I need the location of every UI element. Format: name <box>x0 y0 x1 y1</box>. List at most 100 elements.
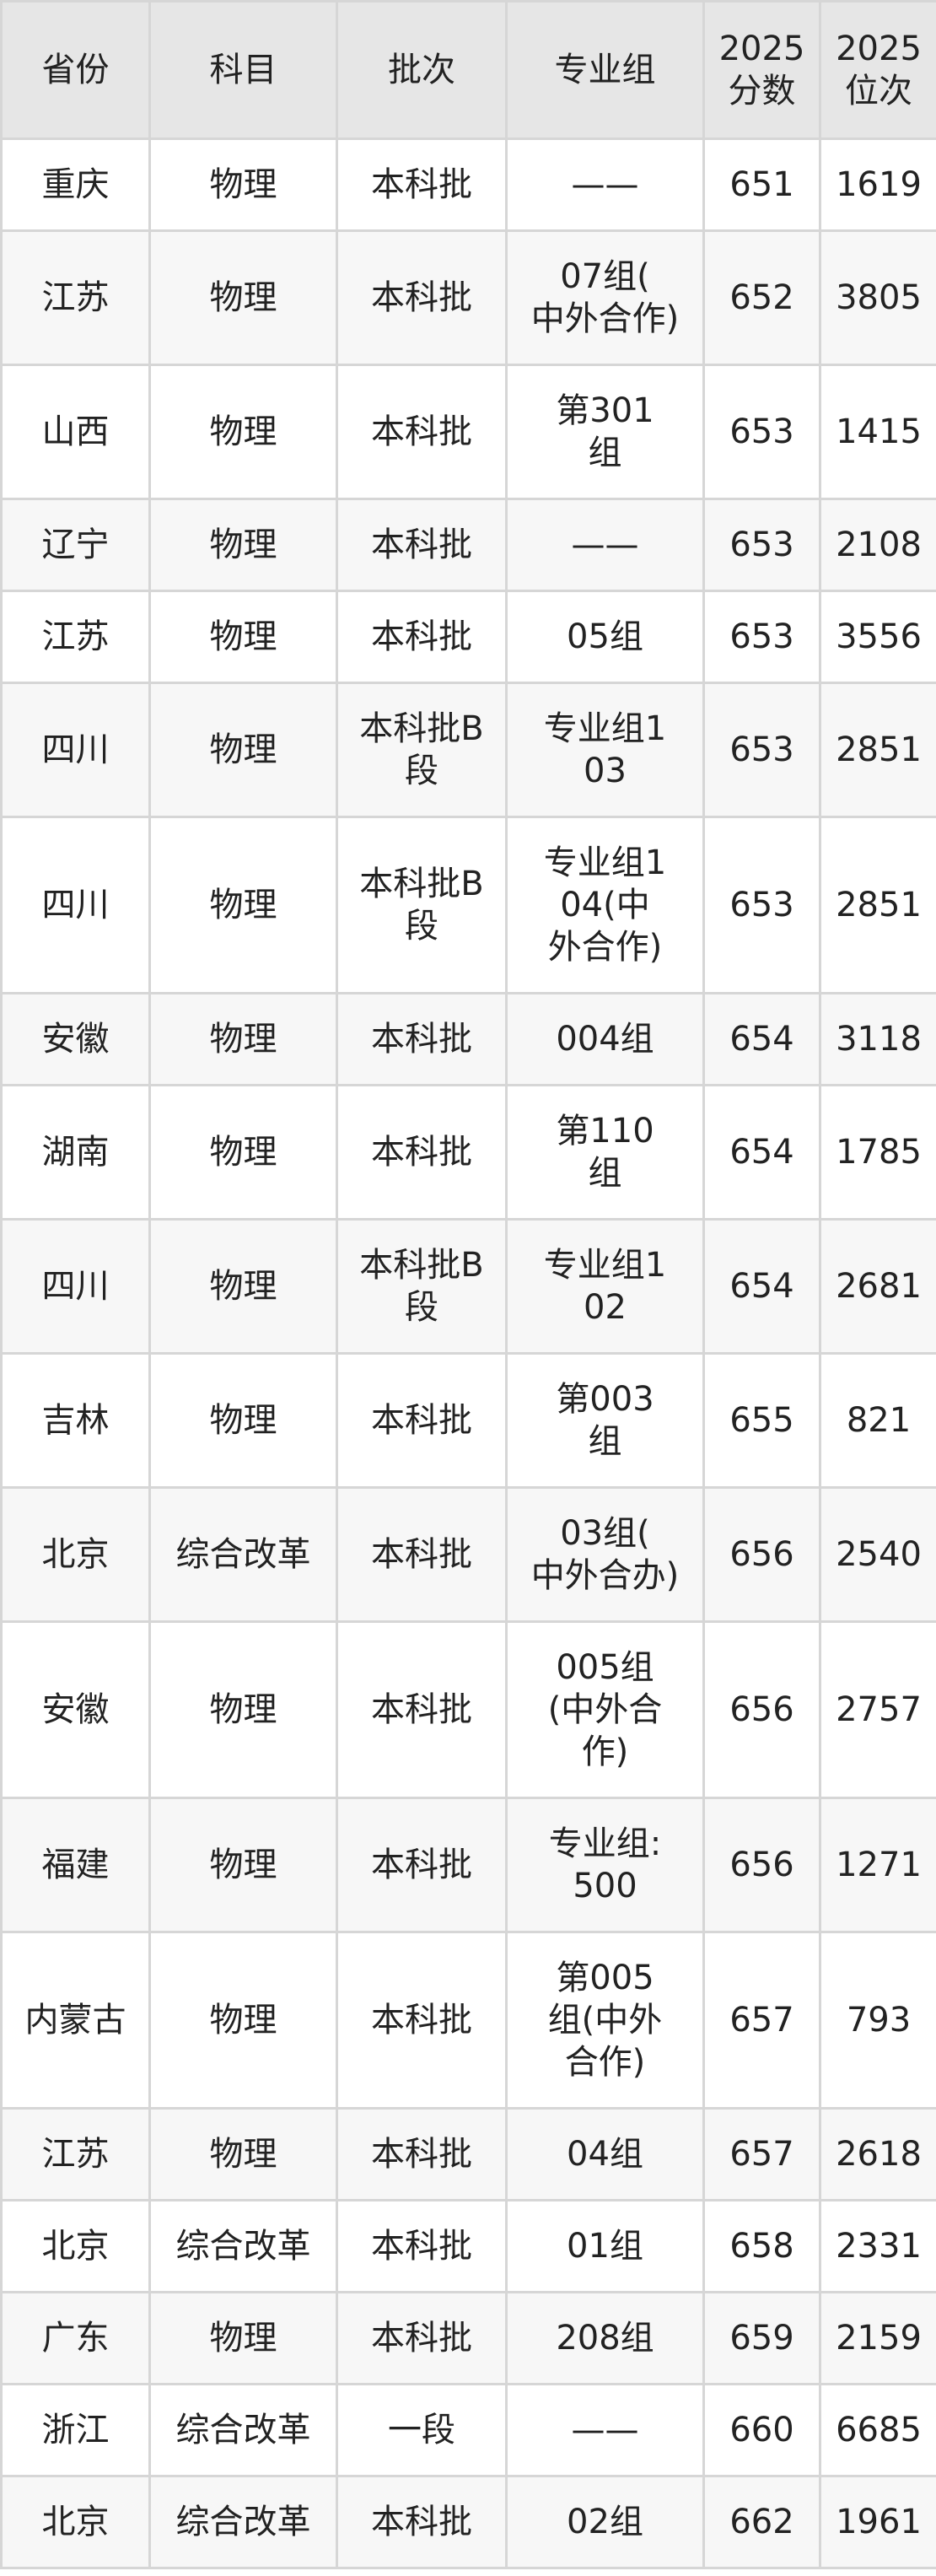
cell-rank: 2540 <box>819 1486 936 1623</box>
cell-rank: 2331 <box>819 2199 936 2293</box>
cell-province: 安徽 <box>0 992 151 1086</box>
cell-rank: 2108 <box>819 498 936 592</box>
header-province: 省份 <box>0 0 151 140</box>
table-row: 北京 综合改革 本科批 02组 662 1961 <box>0 2475 936 2569</box>
cell-batch: 本科批 <box>336 1620 508 1799</box>
cell-rank: 1271 <box>819 1797 936 1933</box>
cell-batch: 本科批 <box>336 1486 508 1623</box>
cell-batch: 本科批B 段 <box>336 816 508 994</box>
cell-subject: 物理 <box>148 229 338 366</box>
cell-score: 659 <box>702 2291 821 2385</box>
cell-province: 辽宁 <box>0 498 151 592</box>
table-row: 湖南 物理 本科批 第110 组 654 1785 <box>0 1084 936 1221</box>
cell-major-group: 07组( 中外合作) <box>505 229 705 366</box>
cell-subject: 物理 <box>148 1352 338 1489</box>
cell-score: 657 <box>702 2107 821 2201</box>
cell-rank: 793 <box>819 1931 936 2110</box>
cell-score: 658 <box>702 2199 821 2293</box>
cell-score: 653 <box>702 498 821 592</box>
cell-province: 吉林 <box>0 1352 151 1489</box>
table-row: 辽宁 物理 本科批 —— 653 2108 <box>0 498 936 592</box>
cell-score: 653 <box>702 682 821 818</box>
cell-subject: 物理 <box>148 1218 338 1355</box>
table-row: 四川 物理 本科批B 段专业组1 04(中 外合作) 653 2851 <box>0 816 936 994</box>
header-score: 2025 分数 <box>702 0 821 140</box>
cell-score: 654 <box>702 1218 821 1355</box>
cell-subject: 物理 <box>148 2291 338 2385</box>
table-row: 安徽 物理 本科批 005组 (中外合 作) 656 2757 <box>0 1620 936 1799</box>
cell-province: 福建 <box>0 1797 151 1933</box>
table-row: 浙江 综合改革 一段 —— 660 6685 <box>0 2383 936 2477</box>
cell-major-group: 03组( 中外合办) <box>505 1486 705 1623</box>
cell-major-group: 004组 <box>505 992 705 1086</box>
cell-major-group: 第005 组(中外 合作) <box>505 1931 705 2110</box>
cell-subject: 物理 <box>148 992 338 1086</box>
table-row: 北京 综合改革 本科批 03组( 中外合办) 656 2540 <box>0 1486 936 1623</box>
cell-score: 653 <box>702 816 821 994</box>
cell-rank: 2851 <box>819 682 936 818</box>
table-row: 山西 物理 本科批 第301 组 653 1415 <box>0 364 936 500</box>
table-row: 福建 物理 本科批 专业组: 500 656 1271 <box>0 1797 936 1933</box>
cell-batch: 本科批 <box>336 2291 508 2385</box>
cell-major-group: 02组 <box>505 2475 705 2569</box>
cell-subject: 物理 <box>148 1084 338 1221</box>
cell-batch: 本科批 <box>336 2199 508 2293</box>
cell-subject: 综合改革 <box>148 2475 338 2569</box>
cell-major-group: —— <box>505 2383 705 2477</box>
cell-batch: 本科批B 段 <box>336 1218 508 1355</box>
header-subject: 科目 <box>148 0 338 140</box>
cell-subject: 综合改革 <box>148 2199 338 2293</box>
cell-rank: 2757 <box>819 1620 936 1799</box>
table-row: 内蒙古 物理 本科批 第005 组(中外 合作) 657 793 <box>0 1931 936 2110</box>
cell-subject: 物理 <box>148 816 338 994</box>
cell-major-group: 专业组: 500 <box>505 1797 705 1933</box>
cell-province: 内蒙古 <box>0 1931 151 2110</box>
cell-province: 广东 <box>0 2291 151 2385</box>
cell-rank: 3805 <box>819 229 936 366</box>
header-batch: 批次 <box>336 0 508 140</box>
cell-rank: 1619 <box>819 137 936 232</box>
cell-batch: 一段 <box>336 2383 508 2477</box>
cell-major-group: 第110 组 <box>505 1084 705 1221</box>
cell-major-group: 05组 <box>505 590 705 684</box>
cell-province: 江苏 <box>0 2107 151 2201</box>
cell-subject: 物理 <box>148 498 338 592</box>
cell-major-group: —— <box>505 498 705 592</box>
cell-major-group: 第003 组 <box>505 1352 705 1489</box>
cell-rank: 2851 <box>819 816 936 994</box>
table-row: 四川 物理 本科批B 段专业组1 02 654 2681 <box>0 1218 936 1355</box>
table-row: 江苏 物理 本科批 05组 653 3556 <box>0 590 936 684</box>
cell-score: 656 <box>702 1486 821 1623</box>
cell-batch: 本科批 <box>336 229 508 366</box>
cell-batch: 本科批B 段 <box>336 682 508 818</box>
cell-province: 四川 <box>0 816 151 994</box>
cell-province: 北京 <box>0 2475 151 2569</box>
cell-rank: 2618 <box>819 2107 936 2201</box>
cell-batch: 本科批 <box>336 364 508 500</box>
cell-subject: 综合改革 <box>148 1486 338 1623</box>
cell-batch: 本科批 <box>336 2107 508 2201</box>
cell-subject: 物理 <box>148 682 338 818</box>
cell-province: 江苏 <box>0 590 151 684</box>
cell-batch: 本科批 <box>336 1931 508 2110</box>
header-row: 省份 科目 批次 专业组 2025 分数 2025 位次 <box>0 0 936 140</box>
cell-major-group: 208组 <box>505 2291 705 2385</box>
cell-subject: 物理 <box>148 2107 338 2201</box>
cell-province: 山西 <box>0 364 151 500</box>
table-row: 重庆 物理 本科批 —— 651 1619 <box>0 137 936 232</box>
header-major-group: 专业组 <box>505 0 705 140</box>
cell-batch: 本科批 <box>336 590 508 684</box>
cell-major-group: 01组 <box>505 2199 705 2293</box>
cell-province: 北京 <box>0 2199 151 2293</box>
cell-score: 651 <box>702 137 821 232</box>
table-row: 北京 综合改革 本科批 01组 658 2331 <box>0 2199 936 2293</box>
cell-rank: 3118 <box>819 992 936 1086</box>
table-row: 四川 物理 本科批B 段专业组1 03 653 2851 <box>0 682 936 818</box>
table-row: 吉林 物理 本科批 第003 组 655 821 <box>0 1352 936 1489</box>
cell-province: 安徽 <box>0 1620 151 1799</box>
cell-major-group: —— <box>505 137 705 232</box>
cell-score: 653 <box>702 590 821 684</box>
cell-batch: 本科批 <box>336 1797 508 1933</box>
cell-score: 656 <box>702 1797 821 1933</box>
